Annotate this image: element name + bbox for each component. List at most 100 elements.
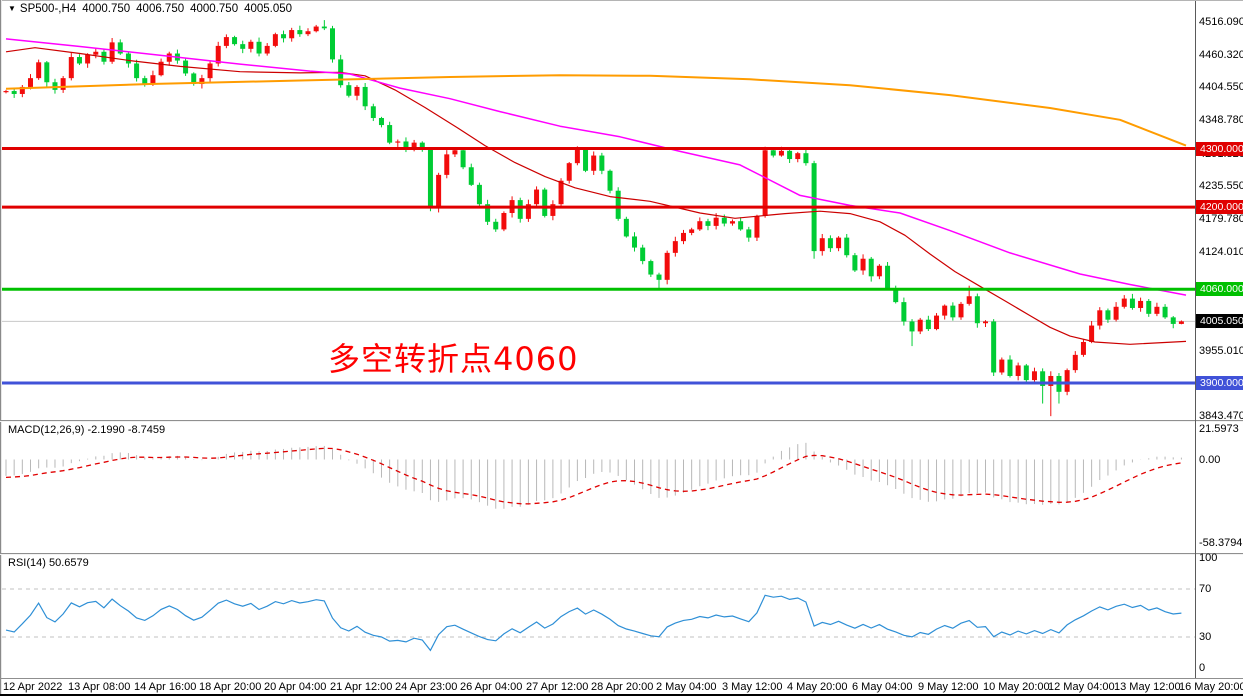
candle-body: [778, 150, 784, 156]
candle-body: [370, 106, 376, 119]
candle-body: [885, 265, 891, 289]
current-price-badge: 4005.050: [1196, 314, 1243, 329]
candle-body: [1162, 306, 1168, 318]
ma-mid-magenta: [5, 38, 1187, 296]
candle-body: [305, 31, 311, 35]
candle-body: [11, 91, 17, 94]
candle-body: [1121, 298, 1127, 307]
candle-body: [942, 305, 948, 316]
candle-body: [403, 141, 409, 149]
candle-body: [925, 319, 931, 330]
candle-body: [52, 82, 58, 90]
date-axis-label: 26 Apr 04:00: [460, 681, 523, 693]
candle-body: [819, 238, 825, 252]
candle-body: [354, 86, 360, 96]
candle-body: [917, 319, 923, 332]
price-level-badge: 4200.000: [1196, 200, 1243, 215]
date-axis-label: 14 Apr 16:00: [134, 681, 197, 693]
candle-body: [836, 237, 842, 249]
price-axis-label: 4516.090: [1199, 15, 1243, 28]
candle-body: [485, 204, 491, 222]
price-level-badge: 3900.000: [1196, 376, 1243, 391]
candle-body: [656, 274, 662, 280]
candle-body: [550, 204, 556, 216]
candle-body: [191, 73, 197, 85]
candle-body: [1138, 300, 1144, 308]
macd-pane-separator[interactable]: [0, 420, 1243, 421]
candle-body: [232, 37, 238, 45]
candle-body: [85, 54, 91, 64]
date-axis-label: 2 May 04:00: [656, 681, 717, 693]
candle-body: [623, 218, 629, 237]
candle-body: [362, 86, 368, 107]
candle-body: [411, 142, 417, 149]
candle-body: [648, 261, 654, 275]
date-axis-label: 9 May 12:00: [918, 681, 979, 693]
candle-body: [1031, 371, 1037, 381]
candle-body: [844, 237, 850, 256]
candle-body: [705, 221, 711, 226]
candle-body: [697, 221, 703, 230]
candle-body: [721, 217, 727, 224]
candle-body: [974, 296, 980, 324]
candle-body: [387, 125, 393, 143]
candle-body: [999, 359, 1005, 373]
candle-body: [444, 154, 450, 175]
date-axis-label: 12 May 04:00: [1048, 681, 1115, 693]
candle-body: [452, 150, 458, 155]
candle-body: [1154, 306, 1160, 314]
candle-body: [632, 236, 638, 248]
date-axis-label: 13 Apr 08:00: [68, 681, 131, 693]
chart-annotation-text[interactable]: 多空转折点4060: [328, 340, 579, 378]
macd-axis-label: 21.5973: [1199, 422, 1239, 435]
ohlc-open: 4000.750: [82, 3, 131, 15]
candle-body: [493, 221, 499, 230]
candle-body: [419, 142, 425, 150]
candle-body: [44, 62, 50, 83]
candle-body: [109, 42, 115, 62]
candle-body: [207, 63, 213, 79]
chart-header: ▼ SP500-,H4 4000.750 4006.750 4000.750 4005.0…: [8, 3, 298, 15]
candle-body: [599, 155, 605, 171]
candle-body: [346, 85, 352, 96]
date-axis-label: 20 Apr 04:00: [264, 681, 327, 693]
time-axis-separator: [0, 678, 1243, 679]
rsi-axis-label: 70: [1199, 583, 1212, 595]
date-axis-label: 16 May 20:00: [1179, 681, 1243, 693]
date-axis-label: 10 May 20:00: [983, 681, 1050, 693]
window-bottom-border: [0, 694, 1243, 696]
date-axis-label: 3 May 12:00: [722, 681, 783, 693]
candle-body: [1097, 310, 1103, 326]
candle-body: [215, 45, 221, 64]
ma-slow-orange: [5, 74, 1187, 147]
candle-body: [738, 221, 744, 230]
rsi-axis-label: 100: [1199, 552, 1218, 564]
candle-body: [3, 91, 9, 93]
candle-body: [36, 62, 42, 79]
candle-body: [289, 30, 295, 39]
price-axis-label: 3843.470: [1199, 410, 1243, 423]
candle-body: [827, 238, 833, 249]
rsi-pane-title: RSI(14) 50.6579: [8, 557, 89, 569]
candle-body: [330, 28, 335, 60]
price-axis-separator: [1195, 1, 1196, 678]
candle-body: [860, 258, 866, 271]
candle-body: [640, 247, 646, 262]
candle-body: [566, 163, 572, 181]
candle-body: [1129, 298, 1135, 308]
candle-body: [468, 167, 474, 185]
candle-body: [876, 265, 882, 277]
ma-fast-red: [5, 47, 1187, 345]
rsi-pane-separator[interactable]: [0, 553, 1243, 554]
chart-menu-icon[interactable]: ▼: [8, 4, 16, 13]
candle-body: [1170, 317, 1176, 324]
candle-body: [893, 288, 899, 303]
candle-body: [991, 321, 997, 373]
candle-body: [166, 53, 172, 62]
candle-body: [591, 155, 597, 171]
date-axis-label: 21 Apr 12:00: [330, 681, 393, 693]
candle-body: [76, 57, 82, 64]
candle-body: [983, 321, 988, 324]
price-axis-label: 4404.550: [1199, 81, 1243, 94]
